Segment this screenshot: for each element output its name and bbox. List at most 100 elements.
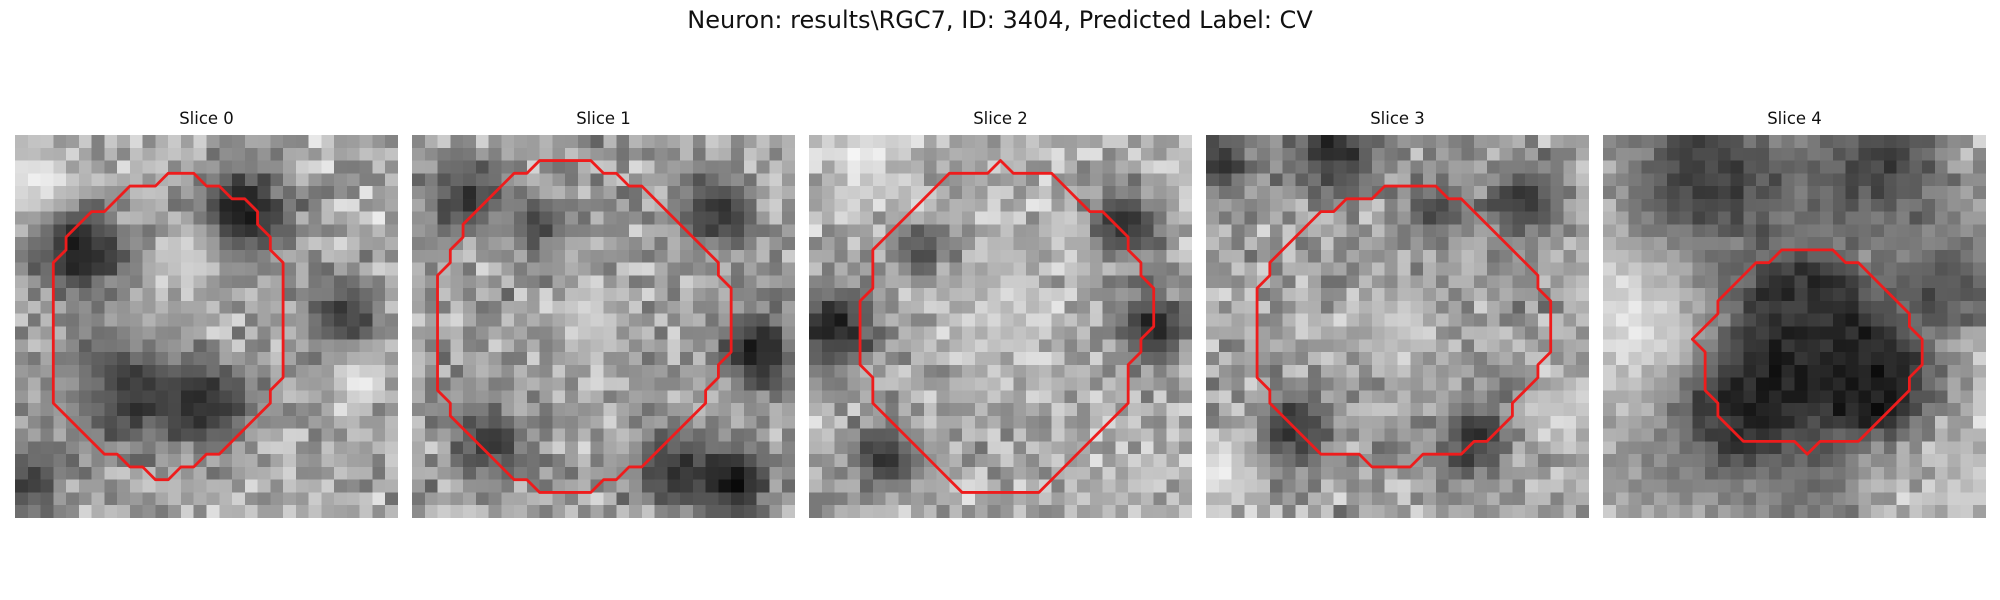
image-pixel <box>1717 313 1731 327</box>
image-pixel <box>385 403 398 417</box>
image-pixel <box>603 454 617 468</box>
image-pixel <box>1077 479 1091 493</box>
image-pixel <box>1499 249 1513 263</box>
image-pixel <box>437 364 451 378</box>
image-pixel <box>809 313 823 327</box>
image-pixel <box>667 313 681 327</box>
image-pixel <box>847 186 861 200</box>
image-pixel <box>1166 237 1180 251</box>
image-pixel <box>1461 492 1475 506</box>
image-pixel <box>1909 275 1923 289</box>
image-pixel <box>1333 441 1347 455</box>
image-pixel <box>40 198 54 212</box>
image-pixel <box>1179 237 1192 251</box>
image-pixel <box>1896 224 1910 238</box>
image-pixel <box>1320 186 1334 200</box>
image-pixel <box>514 352 528 366</box>
image-pixel <box>1807 466 1821 480</box>
image-pixel <box>412 262 426 276</box>
image-pixel <box>1282 211 1296 225</box>
image-pixel <box>603 147 617 161</box>
image-pixel <box>1909 288 1923 302</box>
image-pixel <box>1871 147 1885 161</box>
image-pixel <box>244 479 258 493</box>
image-pixel <box>898 300 912 314</box>
image-pixel <box>1947 135 1961 149</box>
image-pixel <box>295 390 309 404</box>
image-pixel <box>1525 466 1539 480</box>
image-pixel <box>565 300 579 314</box>
image-pixel <box>1563 364 1577 378</box>
image-pixel <box>834 288 848 302</box>
image-pixel <box>911 364 925 378</box>
image-pixel <box>1909 390 1923 404</box>
image-pixel <box>872 288 886 302</box>
image-pixel <box>1960 173 1974 187</box>
image-pixel <box>1423 249 1437 263</box>
image-pixel <box>283 262 297 276</box>
image-pixel <box>1231 211 1245 225</box>
image-pixel <box>1922 492 1936 506</box>
image-pixel <box>385 237 398 251</box>
image-pixel <box>1845 198 1859 212</box>
image-pixel <box>603 186 617 200</box>
image-pixel <box>1743 186 1757 200</box>
image-pixel <box>1333 288 1347 302</box>
image-pixel <box>1013 224 1027 238</box>
image-pixel <box>1153 198 1167 212</box>
image-pixel <box>1077 275 1091 289</box>
image-pixel <box>603 313 617 327</box>
image-pixel <box>680 237 694 251</box>
image-pixel <box>731 224 745 238</box>
image-pixel <box>1654 300 1668 314</box>
image-pixel <box>1486 492 1500 506</box>
image-pixel <box>78 454 92 468</box>
image-pixel <box>667 326 681 340</box>
image-pixel <box>1499 364 1513 378</box>
image-pixel <box>1051 415 1065 429</box>
image-pixel <box>718 479 732 493</box>
image-pixel <box>27 237 41 251</box>
image-pixel <box>295 173 309 187</box>
image-pixel <box>244 364 258 378</box>
image-pixel <box>270 147 284 161</box>
image-pixel <box>1845 249 1859 263</box>
image-pixel <box>539 211 553 225</box>
image-pixel <box>1641 492 1655 506</box>
image-pixel <box>206 224 220 238</box>
image-pixel <box>1883 466 1897 480</box>
image-pixel <box>923 415 937 429</box>
image-pixel <box>641 237 655 251</box>
image-pixel <box>206 505 220 518</box>
image-pixel <box>1269 224 1283 238</box>
image-pixel <box>1922 466 1936 480</box>
image-pixel <box>923 403 937 417</box>
image-pixel <box>1871 466 1885 480</box>
image-pixel <box>1973 479 1986 493</box>
image-pixel <box>1435 262 1449 276</box>
image-pixel <box>1947 505 1961 518</box>
image-pixel <box>1845 441 1859 455</box>
image-pixel <box>962 326 976 340</box>
image-pixel <box>1384 364 1398 378</box>
image-pixel <box>142 428 156 442</box>
image-pixel <box>962 428 976 442</box>
image-pixel <box>27 377 41 391</box>
image-pixel <box>1820 135 1834 149</box>
image-pixel <box>641 224 655 238</box>
image-pixel <box>1359 364 1373 378</box>
image-pixel <box>1448 403 1462 417</box>
image-pixel <box>1153 211 1167 225</box>
image-pixel <box>923 492 937 506</box>
image-pixel <box>860 479 874 493</box>
image-pixel <box>295 428 309 442</box>
image-pixel <box>1947 326 1961 340</box>
image-pixel <box>78 288 92 302</box>
image-pixel <box>257 211 271 225</box>
image-pixel <box>1026 352 1040 366</box>
image-pixel <box>705 466 719 480</box>
image-pixel <box>577 313 591 327</box>
image-pixel <box>1308 224 1322 238</box>
image-pixel <box>949 198 963 212</box>
image-pixel <box>1705 249 1719 263</box>
